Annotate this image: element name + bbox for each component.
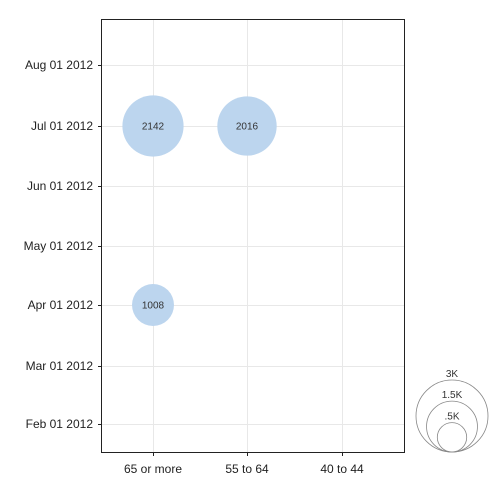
bubble[interactable]: [132, 284, 174, 326]
size-legend-circle: [436, 422, 468, 453]
x-axis: 65 or more 55 to 64 40 to 44: [124, 452, 364, 476]
size-legend-label: .5K: [444, 412, 459, 423]
grid-lines: [102, 20, 405, 452]
y-tick-label: Jun 01 2012: [27, 179, 93, 193]
x-tick-label: 65 or more: [124, 462, 182, 476]
plot-area-frame: [101, 19, 405, 453]
bubbles: 2142 2016 1008: [122, 95, 277, 326]
y-tick-label: May 01 2012: [24, 239, 94, 253]
x-tick-label: 40 to 44: [320, 462, 364, 476]
y-axis: Feb 01 2012 Mar 01 2012 Apr 01 2012 May 01 …: [24, 58, 102, 431]
bubble-value-label: 1008: [142, 301, 165, 312]
y-tick-label: Apr 01 2012: [28, 298, 94, 312]
y-tick-label: Feb 01 2012: [26, 417, 94, 431]
bubble-value-label: 2016: [236, 122, 259, 133]
x-tick-label: 55 to 64: [225, 462, 269, 476]
bubble[interactable]: [122, 95, 184, 157]
bubble-value-label: 2142: [142, 122, 165, 133]
bubble[interactable]: [217, 96, 277, 156]
size-legend-label: 3K: [446, 369, 459, 380]
y-tick-label: Mar 01 2012: [26, 359, 94, 373]
size-legend-circle: [426, 400, 478, 453]
y-tick-label: Jul 01 2012: [31, 119, 93, 133]
size-legend: 3K 1.5K .5K: [415, 369, 489, 453]
size-legend-label: 1.5K: [442, 390, 463, 401]
y-tick-label: Aug 01 2012: [25, 58, 93, 72]
